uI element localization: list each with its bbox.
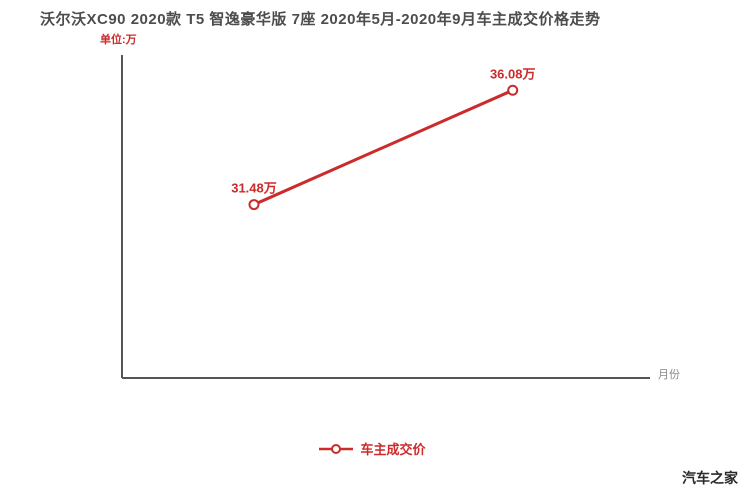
data-point: [507, 84, 519, 96]
watermark-autohome: 汽车之家: [682, 470, 738, 486]
x-axis-label: 月份: [658, 369, 680, 381]
y-axis-unit-label: 单位:万: [100, 34, 137, 46]
legend-line-marker-icon: [319, 443, 354, 454]
series-line: [253, 88, 514, 206]
data-point: [248, 199, 260, 211]
data-point-label: 31.48万: [231, 181, 277, 196]
legend: 车主成交价: [0, 439, 744, 458]
chart-title: 沃尔沃XC90 2020款 T5 智逸豪华版 7座 2020年5月-2020年9…: [40, 11, 601, 28]
data-point-label: 36.08万: [490, 66, 536, 81]
legend-series-label: 车主成交价: [360, 442, 426, 457]
